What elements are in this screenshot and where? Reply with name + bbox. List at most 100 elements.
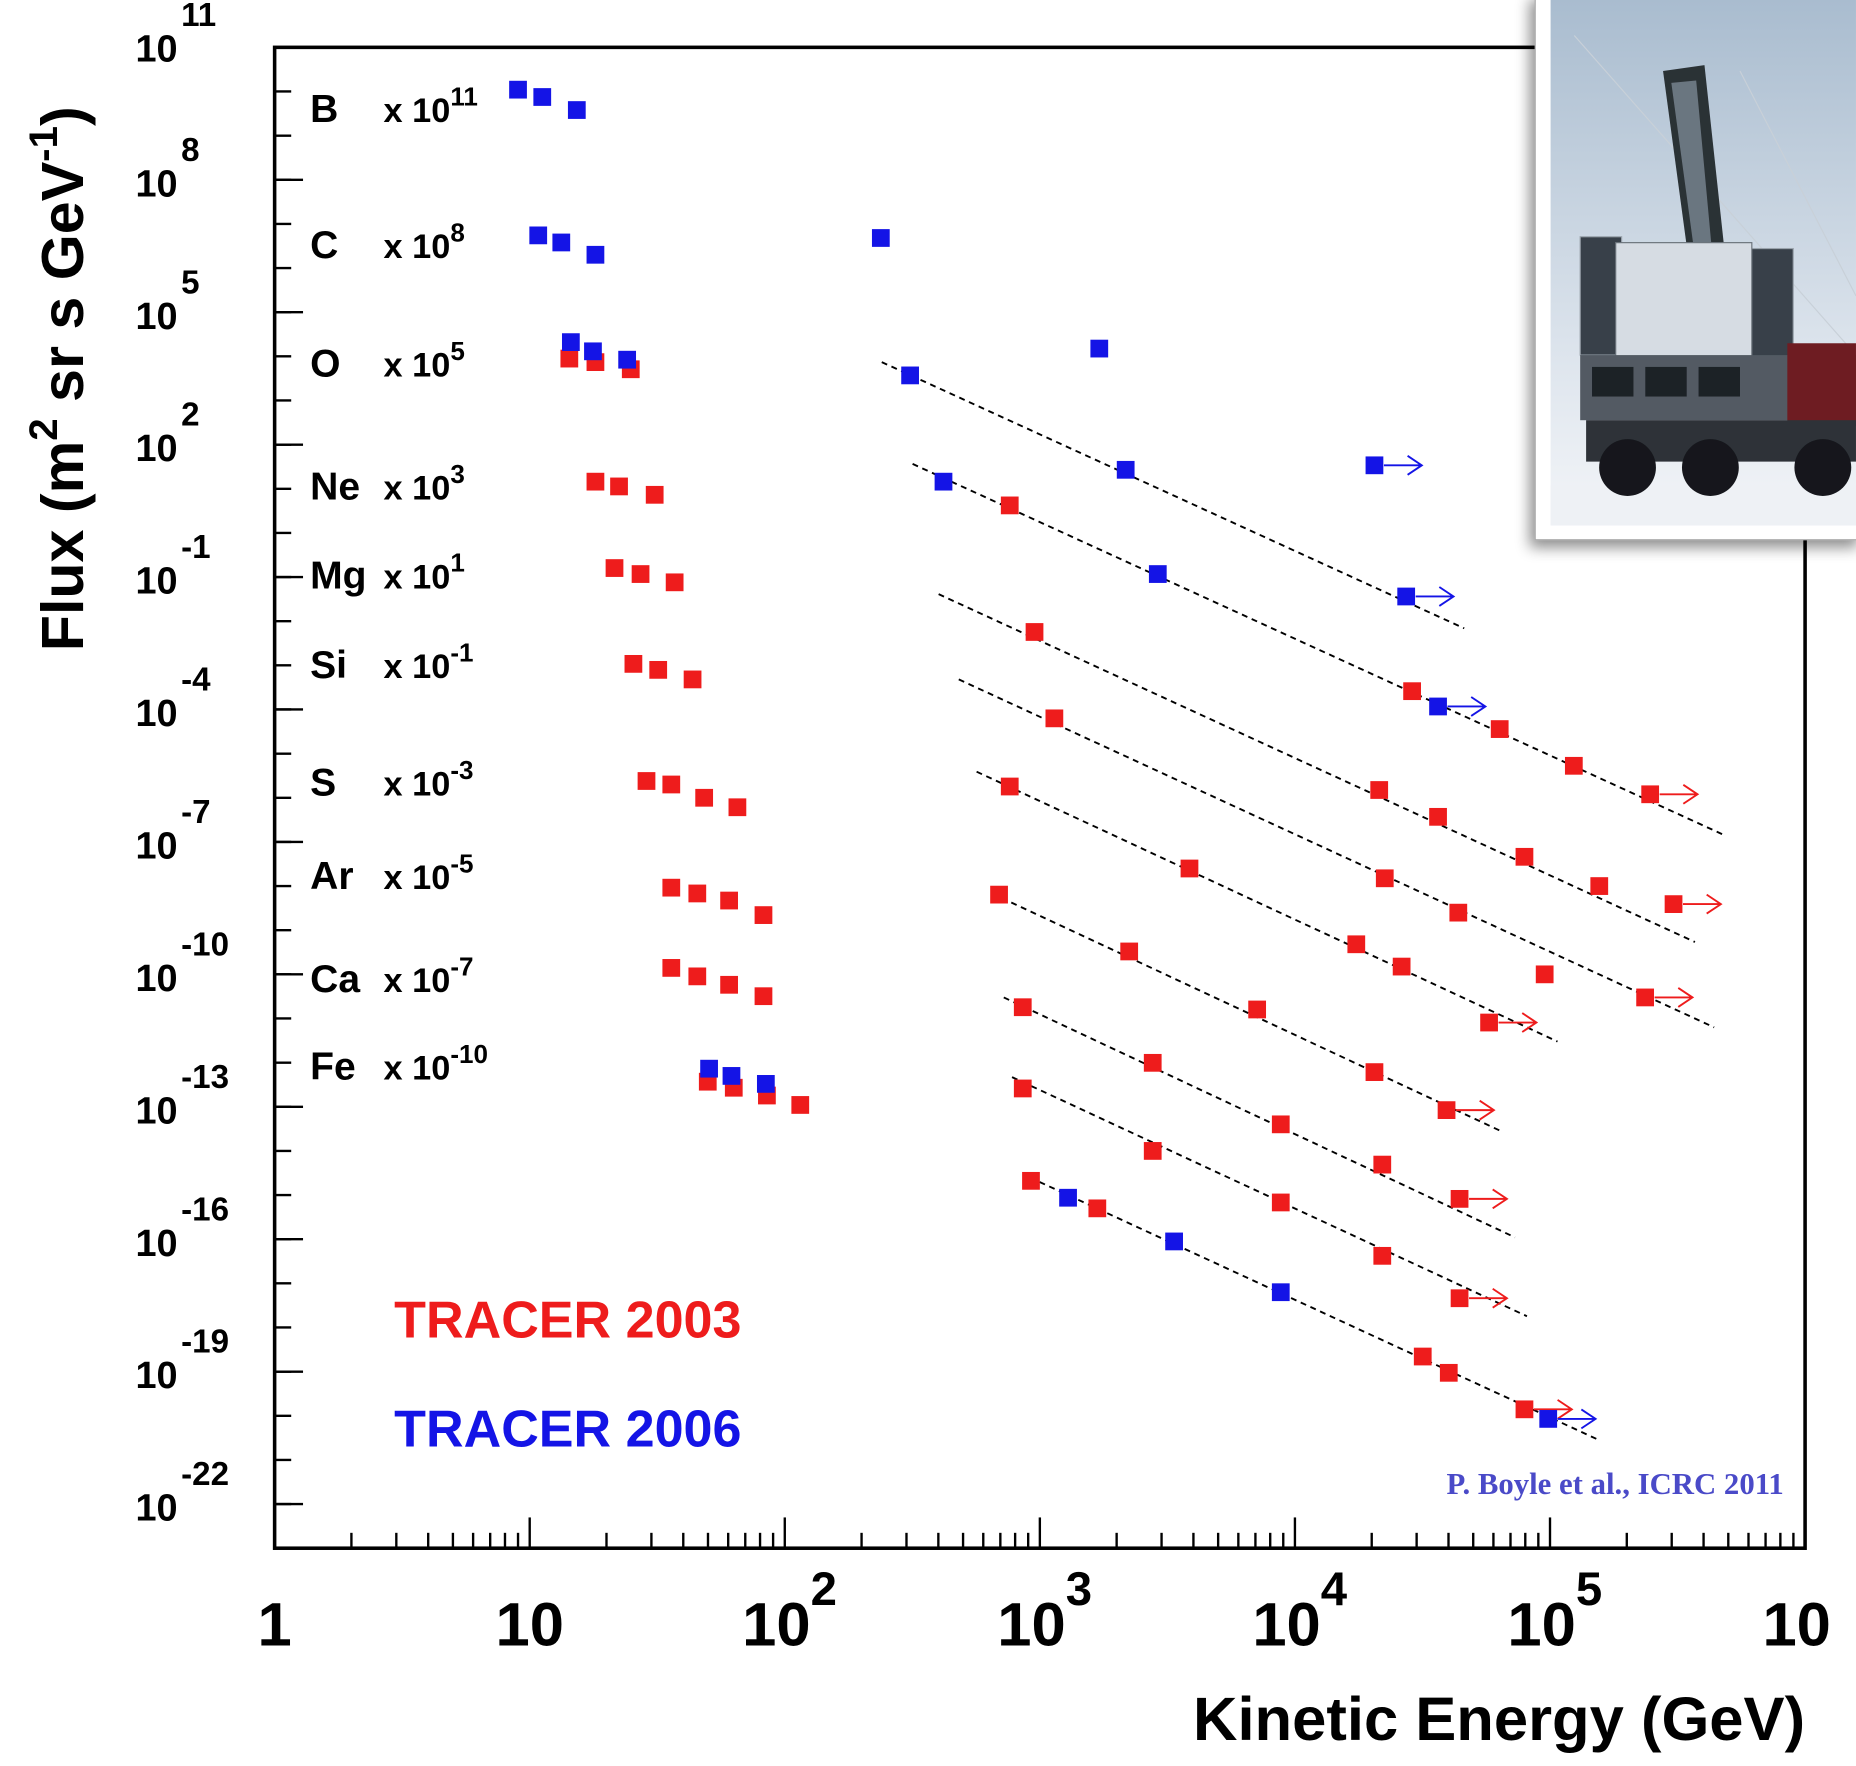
data-point [552, 233, 571, 252]
data-point [610, 477, 628, 496]
data-point [720, 891, 738, 910]
data-point [1347, 935, 1366, 954]
element-factor: x 1011 [384, 81, 478, 130]
x-tick-label: 104 [1252, 1563, 1347, 1659]
data-point [722, 1067, 741, 1085]
y-tick-exp: 8 [181, 132, 199, 169]
data-point [720, 975, 738, 994]
element-factor-base: x 10 [384, 346, 451, 384]
x-tick-exp: 2 [811, 1563, 837, 1616]
element-factor-base: x 10 [384, 228, 451, 266]
data-point [529, 226, 548, 245]
y-axis-label: Flux (m2 sr s GeV-1) [21, 106, 96, 651]
data-point [1564, 756, 1583, 775]
element-factor-exp: 5 [450, 336, 464, 366]
element-factor-exp: -7 [450, 951, 473, 981]
y-tick-base: 10 [135, 825, 177, 867]
lower-limit-arrow [1557, 1408, 1598, 1430]
y-tick-base: 10 [135, 1223, 177, 1265]
citation: P. Boyle et al., ICRC 2011 [1446, 1467, 1783, 1501]
data-point [1397, 587, 1416, 606]
data-point [1373, 1246, 1392, 1265]
data-point [754, 987, 773, 1006]
x-tick-label: 105 [1507, 1563, 1602, 1659]
y-axis-label-sup: -1 [21, 126, 66, 162]
data-point [1373, 1155, 1392, 1174]
data-point [1365, 1063, 1384, 1081]
fit-line [881, 361, 1465, 630]
lower-limit-arrow [1383, 455, 1424, 476]
data-point [754, 906, 773, 924]
y-axis-label-sup: 2 [21, 418, 66, 440]
data-point [1271, 1193, 1290, 1212]
data-point [683, 670, 702, 689]
fit-line [1029, 1176, 1600, 1442]
element-factor: x 108 [384, 217, 465, 266]
data-point [1022, 1171, 1040, 1190]
element-factor: x 101 [384, 548, 465, 597]
x-tick-label: 10 [495, 1590, 563, 1659]
data-point [662, 959, 681, 977]
element-label: O [310, 342, 340, 385]
data-point [586, 472, 605, 491]
data-point [1045, 709, 1064, 728]
data-point [990, 885, 1008, 904]
y-tick-exp: -1 [181, 529, 210, 566]
data-point [1450, 1289, 1469, 1308]
data-point [1143, 1142, 1162, 1160]
data-point [605, 559, 624, 577]
y-tick-base: 10 [135, 693, 177, 735]
data-point [618, 350, 637, 369]
fit-line [976, 770, 1558, 1043]
element-factor: x 10-3 [384, 755, 474, 804]
y-tick-exp: 2 [181, 397, 199, 434]
element-label: B [310, 88, 338, 131]
y-tick-exp: -10 [181, 926, 229, 963]
y-tick-base: 10 [135, 561, 177, 603]
data-point [1090, 339, 1109, 358]
data-point [624, 654, 643, 673]
element-factor: x 10-7 [384, 951, 474, 1000]
data-point [560, 349, 579, 368]
x-axis-label: Kinetic Energy (GeV) [1193, 1685, 1805, 1754]
data-point [1148, 565, 1167, 583]
data-point [871, 229, 890, 247]
data-point [567, 101, 586, 119]
x-tick-label: 10 [1762, 1590, 1830, 1659]
element-factor-exp: -3 [450, 755, 473, 785]
element-factor-exp: 11 [450, 81, 478, 111]
element-factor-exp: -1 [450, 638, 473, 668]
lower-limit-arrow [1654, 987, 1695, 1008]
data-point [509, 80, 527, 99]
data-point [533, 88, 552, 106]
data-point [1450, 1189, 1469, 1208]
data-point [665, 573, 684, 592]
legend-entry: TRACER 2006 [394, 1400, 741, 1458]
data-point [662, 775, 681, 794]
element-factor-base: x 10 [384, 92, 451, 130]
data-point [645, 485, 664, 504]
data-point [1000, 496, 1019, 515]
data-point [901, 366, 919, 385]
x-tick-label: 102 [742, 1563, 837, 1659]
data-point [1165, 1232, 1183, 1251]
element-factor-base: x 10 [384, 962, 451, 1000]
element-label: C [310, 224, 338, 267]
inset-photo [1534, 0, 1856, 541]
data-point [1271, 1115, 1290, 1134]
data-point [1403, 682, 1421, 701]
data-point [1590, 877, 1609, 895]
element-factor: x 10-1 [384, 638, 474, 687]
element-factor-base: x 10 [384, 859, 451, 897]
data-point [1013, 1079, 1032, 1098]
data-point [1515, 847, 1534, 866]
y-tick-exp: -19 [181, 1324, 229, 1361]
data-point [1116, 460, 1135, 479]
data-point [1641, 785, 1660, 804]
data-point [1480, 1013, 1498, 1032]
element-factor-base: x 10 [384, 765, 451, 803]
element-factor-base: x 10 [384, 1049, 451, 1087]
data-point [688, 967, 707, 986]
data-point [1271, 1283, 1290, 1302]
